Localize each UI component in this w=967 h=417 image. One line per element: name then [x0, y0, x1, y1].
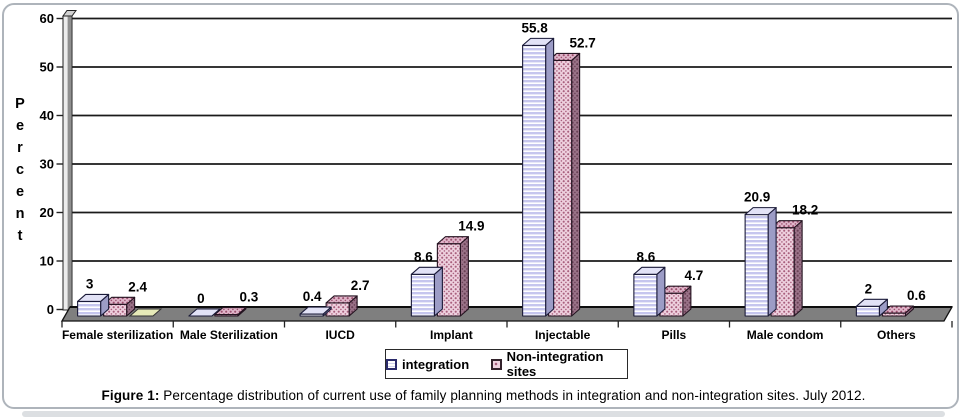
y-axis-title-letter: t: [18, 228, 23, 244]
bar-side-face: [459, 236, 469, 317]
bar-non-integration-sites-others: [881, 305, 914, 317]
data-label-non-integration-sites-injectable: 52.7: [569, 35, 595, 50]
y-tick-label-10: 10: [40, 254, 54, 269]
bar-non-integration-sites-female-sterilization: [103, 296, 136, 317]
data-label-non-integration-sites-male-sterilization: 0.3: [239, 290, 258, 305]
bar-top-face: [77, 293, 110, 303]
bar-non-integration-sites-injectable: [548, 52, 581, 317]
category-label-male-condom: Male condom: [747, 328, 824, 342]
y-axis-title-letter: P: [15, 96, 25, 112]
y-axis-title-letter: e: [16, 118, 24, 134]
y-tick-label-60: 60: [40, 11, 54, 26]
legend-swatch-integration-icon: [386, 358, 397, 370]
bar-integration-male-condom: [744, 207, 777, 317]
y-axis-title-letter: n: [16, 206, 25, 222]
caption-figure-number: Figure 1:: [101, 388, 160, 403]
caption-text: Percentage distribution of current use o…: [159, 388, 866, 403]
data-label-non-integration-sites-female-sterilization: 2.4: [128, 279, 147, 294]
bar-front-face: [410, 273, 435, 317]
figure-border-box: [2, 3, 959, 409]
bar-non-integration-sites-male-sterilization: [214, 306, 247, 317]
legend-swatch-non-integration-icon: [491, 358, 502, 370]
legend-label-non-integration: Non-integration sites: [506, 349, 604, 379]
data-label-integration-implant: 8.6: [414, 249, 433, 264]
figure-caption: Figure 1: Percentage distribution of cur…: [0, 388, 967, 403]
y-axis-title-letter: r: [17, 140, 23, 156]
bar-top-face: [188, 308, 221, 317]
bar-top-face: [214, 306, 247, 316]
bar-side-face: [545, 37, 555, 317]
bar-integration-female-sterilization: [77, 293, 110, 317]
data-label-integration-male-sterilization: 0: [197, 291, 205, 306]
category-label-iucd: IUCD: [325, 328, 355, 342]
bar-integration-male-sterilization: [188, 308, 221, 317]
bar-front-face: [633, 273, 658, 317]
data-label-integration-pills: 8.6: [636, 249, 655, 264]
data-label-non-integration-sites-others: 0.6: [907, 288, 926, 303]
y-tick-label-20: 20: [40, 205, 54, 220]
y-axis-wall-cap: [62, 10, 77, 17]
data-label-integration-others: 2: [865, 281, 873, 296]
y-axis-title-letter: e: [16, 184, 24, 200]
category-label-pills: Pills: [662, 328, 687, 342]
category-label-implant: Implant: [430, 328, 473, 342]
bar-non-integration-sites-pills: [659, 285, 692, 317]
data-label-integration-injectable: 55.8: [521, 20, 548, 35]
y-tick-label-40: 40: [40, 108, 54, 123]
floor-highlight-shape: [128, 308, 163, 317]
category-label-male-sterilization: Male Sterilization: [180, 328, 278, 342]
bar-integration-implant: [410, 266, 443, 317]
bar-integration-others: [855, 298, 888, 317]
bar-side-face: [433, 266, 443, 317]
bar-front-face: [77, 300, 102, 317]
legend-item-non-integration: Non-integration sites: [491, 349, 627, 379]
y-tick-label-30: 30: [40, 157, 54, 172]
bar-top-face: [855, 298, 888, 307]
bar-side-face: [571, 52, 581, 317]
data-label-non-integration-sites-pills: 4.7: [684, 268, 703, 283]
data-label-integration-male-condom: 20.9: [744, 190, 770, 205]
chart-legend: integration Non-integration sites: [385, 349, 628, 379]
page-divider: [22, 411, 945, 417]
bar-integration-injectable: [522, 37, 555, 317]
bar-non-integration-sites-male-condom: [770, 220, 803, 317]
data-label-non-integration-sites-male-condom: 18.2: [792, 203, 818, 218]
bar-top-face: [325, 295, 358, 304]
data-label-integration-iucd: 0.4: [303, 289, 322, 304]
bar-side-face: [767, 207, 777, 317]
bar-top-face: [522, 37, 555, 46]
data-label-integration-female-sterilization: 3: [86, 276, 94, 291]
y-tick-label-0: 0: [47, 302, 54, 317]
y-axis-wall-shade: [67, 16, 72, 310]
bar-integration-pills: [633, 266, 666, 317]
bar-integration-iucd: [299, 306, 332, 317]
category-label-injectable: Injectable: [535, 328, 591, 342]
bar-top-face: [410, 266, 443, 275]
y-axis-title-letter: c: [16, 162, 24, 178]
y-tick-label-50: 50: [40, 60, 54, 75]
bar-top-face: [744, 207, 777, 216]
category-label-others: Others: [877, 328, 916, 342]
category-label-female-sterilization: Female sterilization: [62, 328, 173, 342]
data-label-non-integration-sites-iucd: 2.7: [351, 278, 370, 293]
legend-label-integration: integration: [402, 356, 470, 372]
bar-front-face: [855, 305, 880, 317]
bar-non-integration-sites-iucd: [325, 295, 358, 317]
bar-side-face: [793, 220, 803, 317]
data-label-non-integration-sites-implant: 14.9: [458, 219, 484, 234]
bar-front-face: [522, 44, 547, 317]
bar-front-face: [744, 214, 769, 317]
bar-top-face: [633, 266, 666, 275]
bar-top-face: [436, 236, 469, 245]
legend-item-integration: integration: [386, 357, 469, 372]
bar-side-face: [656, 266, 666, 317]
bar-top-face: [299, 306, 332, 315]
